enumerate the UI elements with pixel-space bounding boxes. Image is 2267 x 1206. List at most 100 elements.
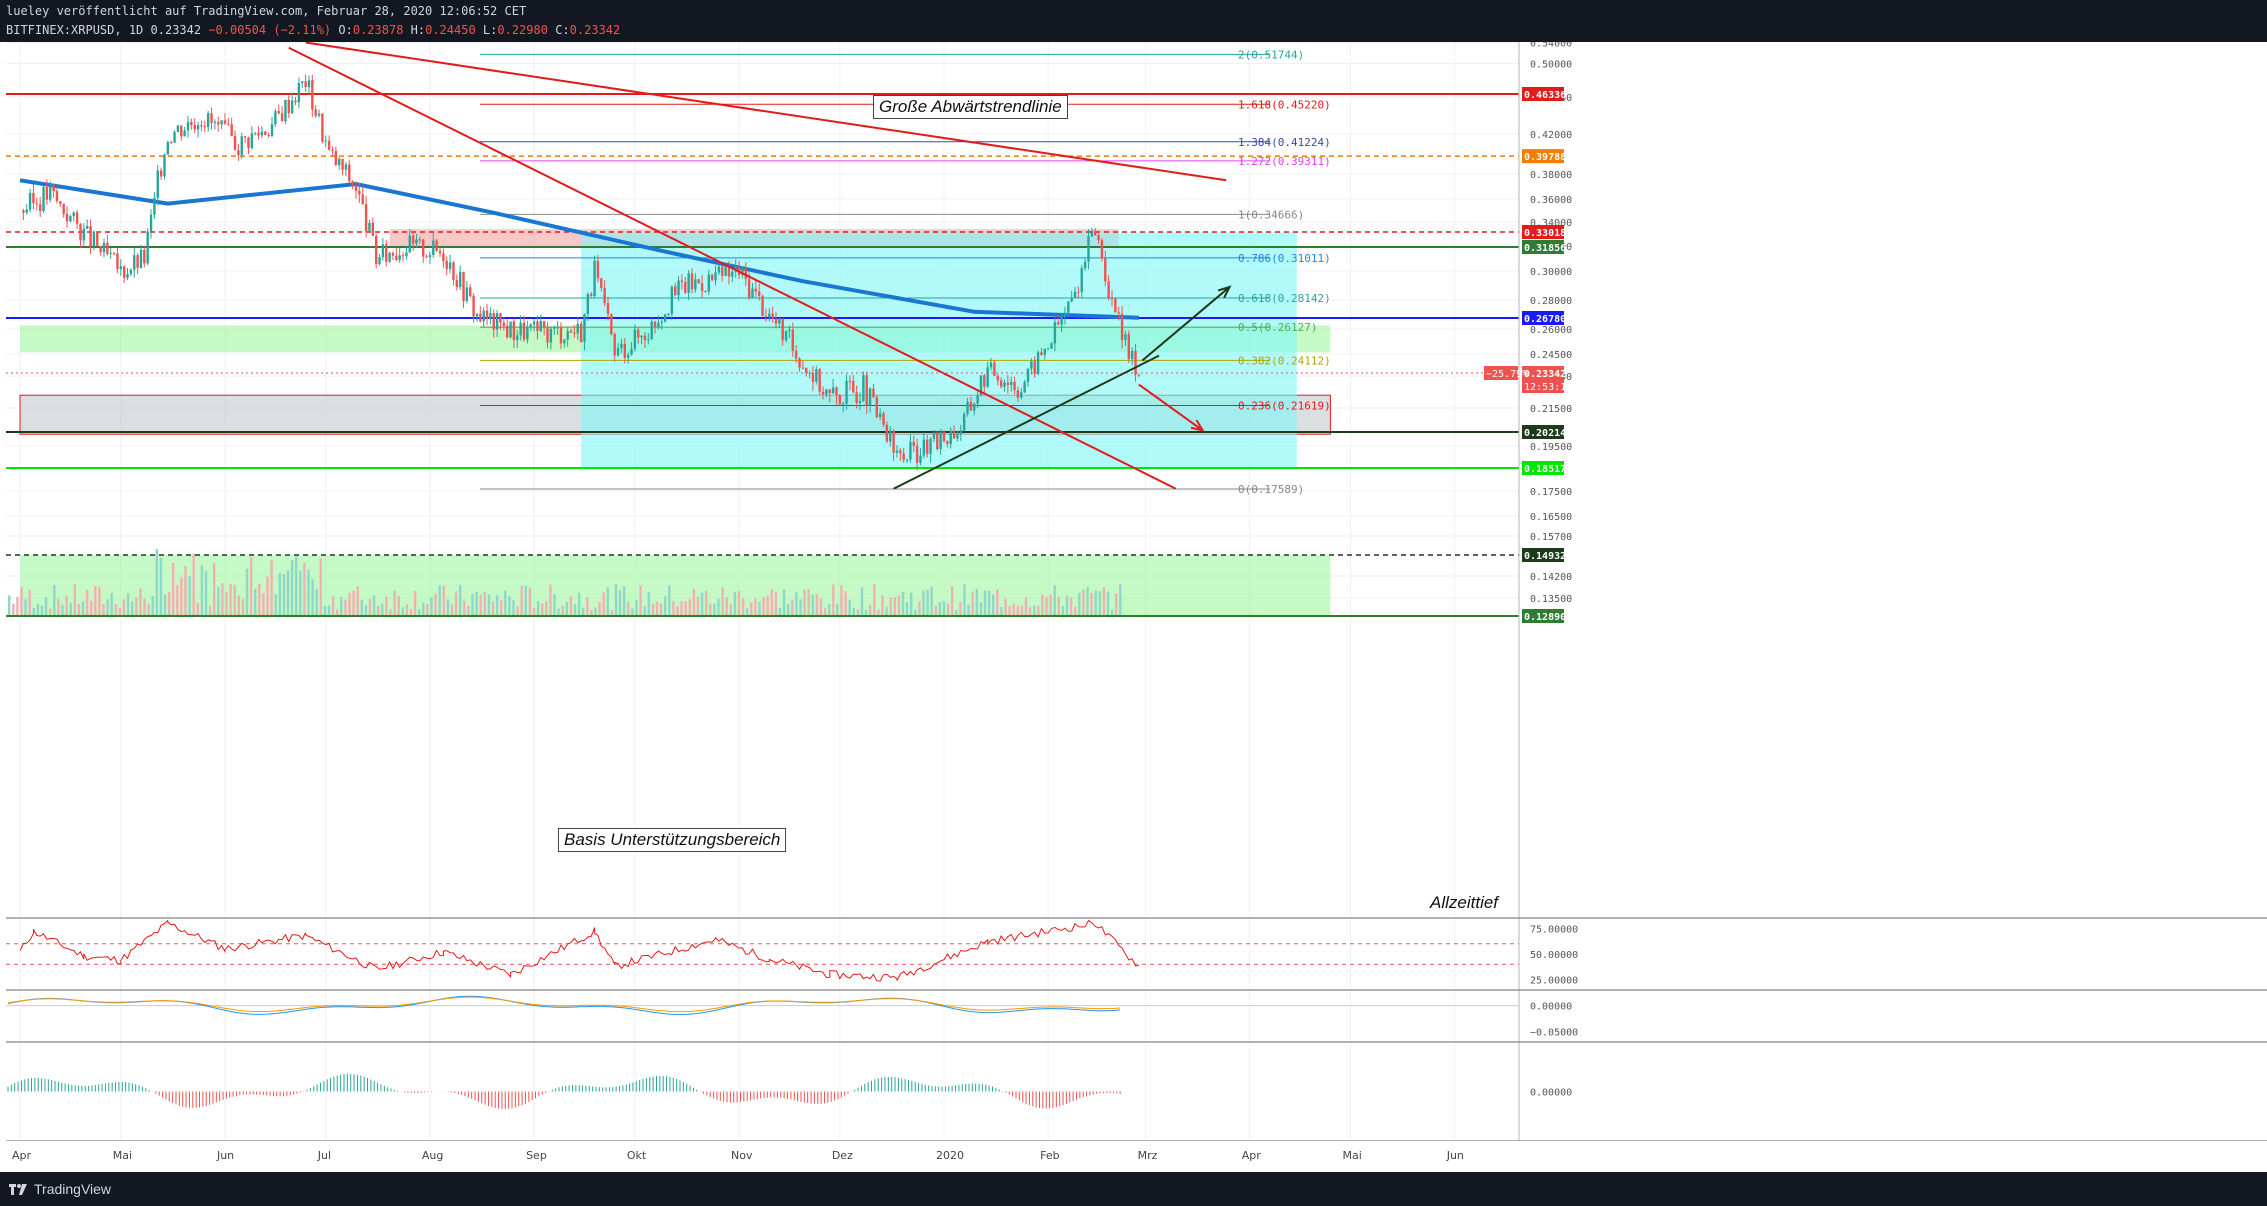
date-tick-label: Jun — [1446, 1149, 1464, 1162]
volume-bar — [245, 568, 249, 616]
candle-body — [445, 260, 448, 269]
candle-body — [180, 125, 183, 137]
volume-bar — [828, 603, 831, 616]
volume-bar — [856, 609, 860, 616]
symbol-label: BITFINEX:XRPUSD, 1D — [6, 23, 144, 37]
candle-body — [724, 266, 727, 276]
candle-body — [327, 140, 331, 150]
candle-body — [22, 210, 25, 213]
volume-bar — [360, 599, 363, 616]
candle-body — [694, 279, 697, 290]
volume-bar — [758, 601, 761, 616]
candle-body — [875, 397, 878, 418]
candle-body — [408, 235, 411, 253]
volume-bar — [672, 600, 675, 616]
candle-body — [929, 438, 932, 454]
volume-bar — [426, 603, 429, 616]
date-tick-label: Apr — [1242, 1149, 1262, 1162]
candle-body — [462, 272, 465, 301]
candle-body — [92, 231, 96, 247]
volume-bar — [479, 594, 482, 616]
price-tick-label: 0.28000 — [1530, 296, 1572, 307]
volume-bar — [910, 592, 913, 616]
volume-bar — [524, 585, 527, 616]
candle-body — [45, 187, 49, 200]
candle-body — [768, 313, 771, 318]
volume-bar — [463, 600, 466, 616]
chart-canvas[interactable]: 0.46336 0.39788 0.33018 0.31856 0.26780 0.202… — [0, 42, 2267, 1172]
fib-level-label: 0.236(0.21619) — [1238, 399, 1331, 412]
price-level-label: 0.26780 — [1524, 314, 1566, 325]
candle-body — [509, 321, 512, 338]
candle-body — [852, 380, 855, 393]
volume-bar — [1086, 587, 1089, 616]
volume-bar — [848, 599, 851, 616]
candle-body — [805, 368, 808, 374]
candle-body — [697, 279, 700, 284]
candle-body — [86, 226, 89, 229]
volume-bar — [159, 557, 163, 616]
volume-bar — [725, 597, 728, 616]
volume-bar — [176, 584, 179, 616]
volume-bar — [139, 588, 142, 616]
candle-body — [516, 335, 519, 341]
candle-body — [458, 272, 462, 287]
candle-body — [1030, 361, 1033, 369]
candle-body — [381, 244, 385, 258]
candle-body — [815, 369, 818, 382]
candle-body — [983, 375, 986, 387]
candle-body — [321, 113, 324, 142]
volume-bar — [303, 562, 306, 616]
candle-body — [452, 262, 455, 281]
price-level-badge — [1522, 87, 1564, 101]
candle-body — [418, 239, 422, 241]
volume-bar — [1053, 585, 1056, 616]
volume-bar — [262, 592, 265, 616]
volume-bar — [774, 591, 778, 616]
volume-bar — [733, 591, 737, 616]
candle-body — [885, 424, 889, 442]
candle-body — [868, 388, 872, 406]
candle-body — [1043, 348, 1046, 355]
hist-tick-label: 0.00000 — [1530, 1088, 1572, 1099]
volume-bar — [869, 605, 872, 616]
candle-body — [808, 373, 811, 375]
volume-bar — [561, 605, 564, 616]
date-tick-label: Mrz — [1138, 1149, 1158, 1162]
candle-body — [1134, 350, 1137, 375]
volume-bar — [717, 598, 720, 616]
candle-body — [996, 375, 999, 381]
candle-body — [489, 313, 492, 320]
pct-badge — [1484, 366, 1518, 380]
candle-body — [845, 380, 848, 404]
open-label: O: — [338, 23, 353, 37]
candle-body — [82, 228, 86, 241]
volume-bar — [135, 597, 138, 616]
candle-body — [828, 389, 831, 394]
volume-bar — [368, 599, 372, 616]
candle-body — [301, 81, 304, 83]
candle-body — [623, 343, 626, 358]
candle-body — [284, 99, 287, 122]
volume-bar — [549, 584, 552, 616]
candle-body — [1090, 230, 1094, 237]
candle-body — [707, 274, 710, 292]
volume-bar — [532, 607, 536, 616]
high-value: 0.24450 — [425, 23, 476, 37]
candle-body — [590, 293, 593, 296]
countdown-label: 12:53:10 — [1524, 382, 1572, 393]
volume-bar — [873, 584, 876, 616]
candle-body — [351, 181, 354, 186]
volume-bar — [467, 605, 470, 616]
volume-bar — [631, 608, 634, 616]
candle-body — [667, 313, 670, 315]
candle-body — [126, 273, 129, 278]
price-level-label: 0.39788 — [1524, 152, 1566, 163]
volume-bar — [676, 606, 679, 616]
volume-bar — [922, 590, 925, 616]
volume-bar — [1045, 596, 1048, 616]
candle-body — [842, 403, 845, 405]
volume-bar — [352, 590, 355, 616]
candle-body — [727, 266, 731, 277]
volume-bar — [323, 605, 327, 616]
